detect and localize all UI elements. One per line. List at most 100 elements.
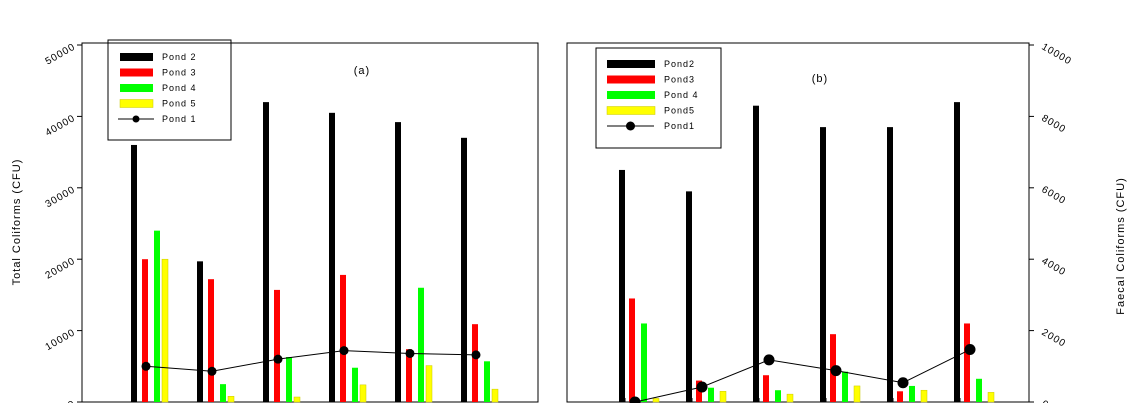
panel-b-bars	[619, 102, 995, 403]
panel-a-bar-pond-3	[208, 279, 214, 402]
panel-a-y-axis-title: Total Coliforms (CFU)	[11, 159, 23, 286]
panel-b-bar-pond3	[964, 323, 970, 402]
panel-b-bar-pond5	[719, 391, 727, 403]
panel-a-label: (a)	[354, 65, 370, 77]
panel-a-bar-pond-2	[131, 144, 137, 402]
panel-a-legend-label: Pond 1	[162, 114, 197, 124]
panel-a-plot-frame	[81, 42, 539, 403]
panel-b-bar-pond-4	[976, 378, 982, 402]
panel-a-line-point	[141, 361, 151, 371]
panel-b-bar-pond3	[629, 298, 635, 402]
panel-a-y-tick-label: 20000	[44, 256, 78, 282]
panel-b-legend-swatch	[606, 106, 656, 115]
panel-b-bar-pond3	[897, 391, 903, 402]
panel-b-y-ticks: 0 2000 4000 6000 8000 10000	[1029, 42, 1073, 403]
panel-b-bar-pond2	[820, 127, 826, 403]
panel-a-y-tick-label: 50000	[44, 42, 78, 68]
panel-a-bar-pond-4	[484, 361, 490, 402]
panel-a-bar-pond-3	[340, 274, 346, 402]
panel-b-bar-pond5	[987, 392, 995, 403]
panel-b-legend: Pond2 Pond3 Pond 4 Pond5 Pond1	[595, 47, 722, 149]
panel-b-legend-swatch	[607, 75, 655, 84]
panel-a-bar-pond-2	[395, 122, 401, 402]
panel-a-line-path	[145, 350, 477, 372]
panel-b-bar-pond5	[920, 389, 928, 403]
panel-b-bar-pond2	[686, 191, 692, 402]
panel-b-line-path	[634, 349, 971, 403]
panel-a-legend-swatch	[119, 99, 154, 108]
panel-a-bar-pond-4	[286, 357, 292, 402]
panel-a: Total Coliforms (CFU) (a) 0 10000 20000 300…	[11, 39, 539, 403]
panel-a-bar-pond-4	[154, 230, 160, 402]
panel-b-legend-label: Pond 4	[664, 90, 699, 100]
panel-b-bar-pond2	[753, 105, 759, 402]
panel-a-y-tick-label: 0	[66, 399, 77, 403]
panel-b-bar-pond5	[652, 398, 660, 403]
panel-b-legend-label: Pond1	[664, 121, 695, 131]
panel-b-line-point	[763, 354, 775, 366]
panel-b-legend-label: Pond2	[664, 59, 695, 69]
panel-a-bar-pond-5	[359, 384, 367, 403]
panel-a-bar-pond-5	[227, 396, 235, 403]
panel-b-bar-pond5	[853, 385, 861, 403]
panel-a-legend-swatch	[120, 53, 153, 61]
panel-b-line-point	[830, 365, 842, 377]
panel-b-bar-pond-4	[909, 385, 915, 402]
panel-b-y-axis-title: Faecal Coliforms (CFU)	[1115, 177, 1127, 315]
panel-a-pond1-line	[141, 346, 481, 376]
panel-a-bar-pond-5	[161, 258, 169, 403]
panel-a-y-tick-label: 40000	[44, 113, 78, 139]
panel-a-line-point	[405, 348, 415, 358]
panel-a-bar-pond-3	[274, 289, 280, 402]
panel-b-line-point	[964, 344, 976, 356]
panel-a-y-ticks: 0 10000 20000 30000 40000 50000	[44, 42, 82, 403]
panel-b-legend-swatch	[607, 91, 655, 99]
panel-b-plot-frame	[566, 42, 1030, 403]
panel-b-line-point	[696, 381, 708, 393]
panel-b-legend-box	[595, 47, 722, 149]
panel-b-bar-pond-4	[708, 387, 714, 402]
panel-b: Faecal Coliforms (CFU) (b) 0 2000 4000 6000…	[566, 42, 1127, 403]
panel-a-legend-marker	[132, 115, 140, 123]
panel-a-bars	[131, 102, 499, 403]
panel-b-line-point	[629, 396, 641, 403]
panel-a-line-point	[273, 354, 283, 364]
panel-b-y-tick-label: 10000	[1040, 42, 1074, 68]
panel-b-legend-swatch	[607, 60, 655, 68]
panel-b-line-point	[897, 377, 909, 389]
panel-b-bar-pond2	[887, 127, 893, 403]
panel-a-bar-pond-3	[406, 349, 412, 402]
panel-a-bar-pond-5	[425, 365, 433, 403]
panel-b-bar-pond-4	[641, 323, 647, 402]
panel-b-y-tick-label: 6000	[1040, 184, 1068, 207]
panel-a-y-tick-label: 10000	[44, 327, 78, 353]
panel-a-bar-pond-5	[491, 388, 499, 403]
panel-b-y-tick-label: 4000	[1040, 256, 1068, 279]
panel-b-bar-pond-4	[842, 371, 848, 402]
panel-b-bar-pond-4	[775, 390, 781, 402]
panel-a-bar-pond-2	[461, 137, 467, 402]
panel-b-legend-label: Pond5	[664, 106, 695, 116]
panel-b-bar-pond5	[786, 393, 794, 403]
panel-a-bar-pond-2	[197, 261, 203, 402]
panel-a-legend-box	[107, 39, 232, 141]
panel-b-bar-pond3	[763, 375, 769, 402]
panel-a-legend-label: Pond 3	[162, 68, 197, 78]
panel-b-y-tick-label: 8000	[1040, 113, 1068, 136]
panel-b-label: (b)	[812, 73, 828, 85]
panel-a-line-point	[207, 366, 217, 376]
panel-b-pond1-line	[629, 344, 976, 403]
panel-b-bar-pond2	[619, 169, 625, 402]
panel-a-bar-pond-4	[418, 287, 424, 402]
panel-a-legend-label: Pond 5	[162, 99, 197, 109]
panel-a-bar-pond-2	[329, 112, 335, 402]
panel-a-bar-pond-2	[263, 102, 269, 403]
panel-a-bar-pond-4	[352, 367, 358, 402]
panel-a-bar-pond-3	[472, 324, 478, 402]
panel-a-line-point	[471, 350, 481, 360]
panel-b-y-tick-label: 2000	[1040, 327, 1068, 350]
panel-a-bar-pond-4	[220, 384, 226, 402]
panel-a-bar-pond-3	[142, 259, 148, 402]
panel-b-bar-pond2	[954, 102, 960, 403]
